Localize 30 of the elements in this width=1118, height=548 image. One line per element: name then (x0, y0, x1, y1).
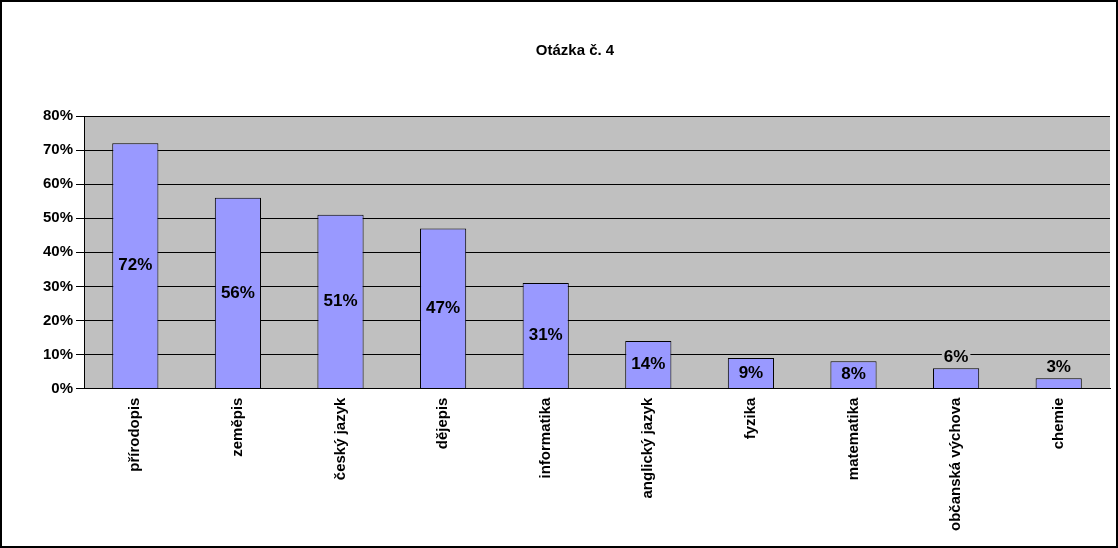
x-tick-label: anglický jazyk (638, 396, 656, 499)
data-label: 6% (943, 346, 969, 366)
x-tick-label: fyzika (741, 396, 759, 440)
x-tick-label: zeměpis (228, 397, 246, 457)
data-label: 51% (323, 291, 358, 311)
chart-title: Otázka č. 4 (535, 41, 615, 59)
data-label: 31% (528, 325, 563, 345)
x-tick-label: občanská výchova (946, 396, 964, 531)
data-label: 56% (220, 282, 255, 302)
x-tick-label: informatika (535, 396, 553, 479)
y-tick-label: 0% (51, 378, 74, 396)
y-tick-label: 60% (42, 174, 74, 192)
y-tick-label: 80% (42, 106, 74, 124)
y-tick-label: 20% (42, 310, 74, 328)
y-tick-label: 10% (42, 344, 74, 362)
y-tick-label: 30% (42, 276, 74, 294)
data-label: 47% (426, 297, 461, 317)
y-tick-label: 50% (42, 208, 74, 226)
data-label: 9% (738, 362, 764, 382)
x-tick-label: dějepis (433, 397, 451, 450)
data-label: 3% (1046, 357, 1071, 377)
x-tick-label: český jazyk (330, 396, 348, 481)
x-tick-label: přírodopis (125, 397, 143, 472)
data-label: 72% (118, 255, 153, 275)
data-label: 8% (841, 364, 866, 384)
y-tick-label: 40% (42, 242, 74, 260)
x-tick-label: matematika (843, 396, 861, 481)
data-label: 14% (631, 354, 666, 374)
x-tick-label: chemie (1048, 397, 1066, 450)
y-tick-label: 70% (42, 140, 74, 158)
